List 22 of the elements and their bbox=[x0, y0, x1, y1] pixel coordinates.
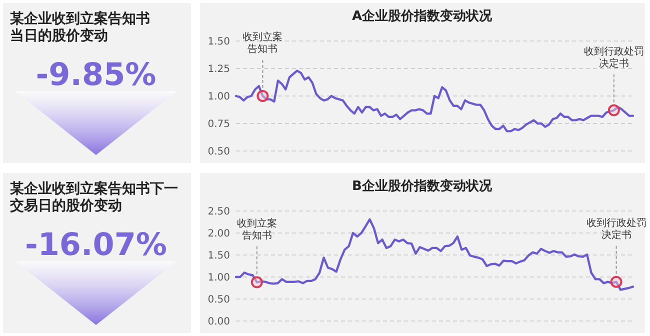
y-tick-label: 2.00 bbox=[208, 228, 230, 240]
y-tick-label: 0.75 bbox=[208, 119, 230, 130]
text: 某企业收到立案告知书当日的股价变动 bbox=[9, 10, 150, 44]
y-tick-label: 2.50 bbox=[208, 206, 230, 218]
chart-title: B企业股价指数变动状况 bbox=[352, 178, 493, 194]
annotation: 收到行政处罚决定书 bbox=[584, 45, 644, 70]
annotation: 收到立案告知书 bbox=[236, 217, 277, 242]
y-tick-label: 1.50 bbox=[208, 36, 230, 48]
line-series bbox=[234, 70, 634, 132]
y-tick-label: 1.00 bbox=[208, 92, 230, 102]
y-tick-label: 0.00 bbox=[208, 316, 230, 328]
text: 某企业收到立案告知书下一交易日的股价变动 bbox=[9, 180, 178, 214]
y-tick-label: 1.25 bbox=[208, 64, 230, 75]
text: -9.85% bbox=[36, 57, 156, 93]
chart-title: A企业股价指数变动状况 bbox=[352, 8, 494, 24]
y-tick-label: 0.50 bbox=[208, 146, 230, 158]
y-tick-label: 1.50 bbox=[208, 250, 230, 262]
y-tick-label: 0.50 bbox=[208, 294, 230, 306]
annotation: 收到立案告知书 bbox=[242, 31, 283, 55]
annotation: 收到行政处罚决定书 bbox=[586, 216, 646, 241]
y-tick-label: 1.00 bbox=[208, 272, 230, 284]
text: -16.07% bbox=[25, 227, 167, 263]
